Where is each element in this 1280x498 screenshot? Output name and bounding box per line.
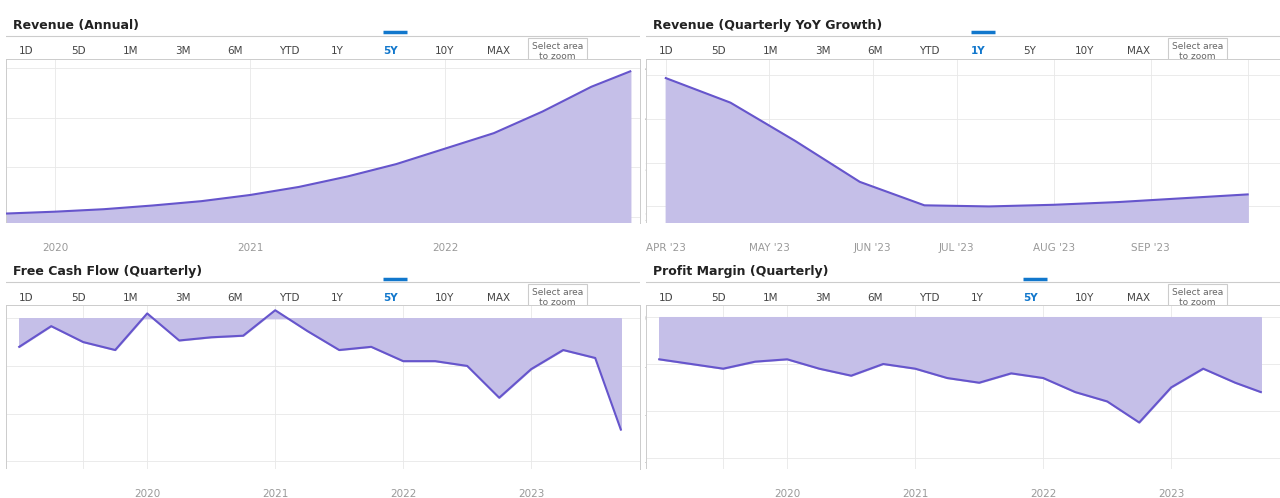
- Text: 3M: 3M: [815, 293, 831, 303]
- Text: Profit Margin (Quarterly): Profit Margin (Quarterly): [653, 265, 828, 278]
- Text: Select area
to zoom: Select area to zoom: [1172, 288, 1224, 307]
- Text: 6M: 6M: [227, 293, 242, 303]
- Text: 1D: 1D: [659, 293, 673, 303]
- Text: Revenue (Annual): Revenue (Annual): [13, 19, 138, 32]
- Text: 1Y: 1Y: [970, 46, 986, 56]
- Text: 6M: 6M: [227, 46, 242, 56]
- Text: 10Y: 10Y: [1075, 46, 1094, 56]
- Text: 1D: 1D: [19, 293, 33, 303]
- Text: 5Y: 5Y: [1023, 46, 1036, 56]
- Text: Revenue (Quarterly YoY Growth): Revenue (Quarterly YoY Growth): [653, 19, 882, 32]
- Text: MAX: MAX: [486, 293, 509, 303]
- Text: YTD: YTD: [919, 293, 940, 303]
- Text: 5Y: 5Y: [383, 293, 397, 303]
- Text: 5Y: 5Y: [1023, 293, 1037, 303]
- Text: 3M: 3M: [175, 46, 191, 56]
- Text: 6M: 6M: [867, 46, 882, 56]
- Text: 1M: 1M: [763, 293, 778, 303]
- Text: 6M: 6M: [867, 293, 882, 303]
- Text: 5Y: 5Y: [383, 46, 397, 56]
- Text: YTD: YTD: [279, 46, 300, 56]
- Text: 10Y: 10Y: [435, 46, 454, 56]
- Text: Select area
to zoom: Select area to zoom: [532, 288, 584, 307]
- Text: MAX: MAX: [486, 46, 509, 56]
- Text: 5D: 5D: [70, 293, 86, 303]
- Text: Select area
to zoom: Select area to zoom: [532, 41, 584, 61]
- Text: Select area
to zoom: Select area to zoom: [1172, 41, 1224, 61]
- Text: 1D: 1D: [659, 46, 673, 56]
- Text: 10Y: 10Y: [1075, 293, 1094, 303]
- Text: Free Cash Flow (Quarterly): Free Cash Flow (Quarterly): [13, 265, 202, 278]
- Text: 1Y: 1Y: [330, 46, 343, 56]
- Text: MAX: MAX: [1126, 46, 1149, 56]
- Text: YTD: YTD: [279, 293, 300, 303]
- Text: 1M: 1M: [123, 293, 138, 303]
- Text: 5D: 5D: [710, 46, 726, 56]
- Text: 1D: 1D: [19, 46, 33, 56]
- Text: 10Y: 10Y: [435, 293, 454, 303]
- Text: MAX: MAX: [1126, 293, 1149, 303]
- Text: 3M: 3M: [175, 293, 191, 303]
- Text: 1Y: 1Y: [970, 293, 983, 303]
- Text: 5D: 5D: [70, 46, 86, 56]
- Text: 1Y: 1Y: [330, 293, 343, 303]
- Text: 3M: 3M: [815, 46, 831, 56]
- Text: 5D: 5D: [710, 293, 726, 303]
- Text: 1M: 1M: [123, 46, 138, 56]
- Text: 1M: 1M: [763, 46, 778, 56]
- Text: YTD: YTD: [919, 46, 940, 56]
